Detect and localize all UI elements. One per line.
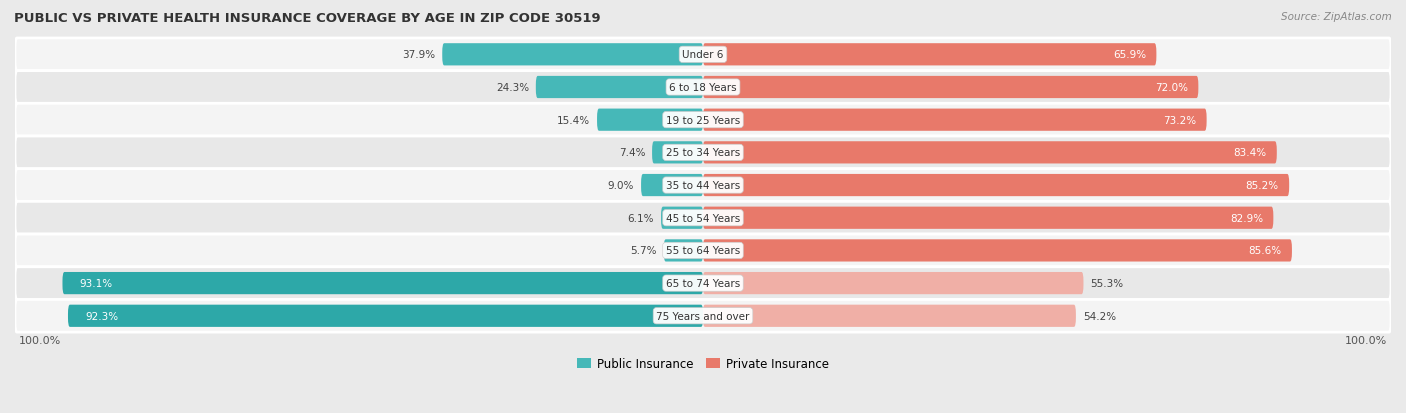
Text: 85.2%: 85.2% — [1246, 180, 1279, 190]
FancyBboxPatch shape — [661, 207, 703, 229]
FancyBboxPatch shape — [703, 207, 1274, 229]
FancyBboxPatch shape — [443, 44, 703, 66]
FancyBboxPatch shape — [15, 267, 1391, 300]
Text: 82.9%: 82.9% — [1230, 213, 1263, 223]
FancyBboxPatch shape — [652, 142, 703, 164]
Text: 15.4%: 15.4% — [557, 115, 591, 126]
FancyBboxPatch shape — [15, 104, 1391, 137]
Text: 85.6%: 85.6% — [1249, 246, 1282, 256]
Text: 75 Years and over: 75 Years and over — [657, 311, 749, 321]
FancyBboxPatch shape — [15, 137, 1391, 169]
Text: 100.0%: 100.0% — [1346, 336, 1388, 346]
Text: 55 to 64 Years: 55 to 64 Years — [666, 246, 740, 256]
FancyBboxPatch shape — [703, 305, 1076, 327]
Text: 6.1%: 6.1% — [627, 213, 654, 223]
FancyBboxPatch shape — [703, 44, 1156, 66]
FancyBboxPatch shape — [703, 272, 1084, 294]
FancyBboxPatch shape — [15, 169, 1391, 202]
Text: 24.3%: 24.3% — [496, 83, 529, 93]
FancyBboxPatch shape — [536, 77, 703, 99]
FancyBboxPatch shape — [703, 240, 1292, 262]
Text: 19 to 25 Years: 19 to 25 Years — [666, 115, 740, 126]
Text: 65 to 74 Years: 65 to 74 Years — [666, 278, 740, 288]
Text: 7.4%: 7.4% — [619, 148, 645, 158]
Text: 9.0%: 9.0% — [607, 180, 634, 190]
FancyBboxPatch shape — [641, 175, 703, 197]
FancyBboxPatch shape — [703, 109, 1206, 131]
FancyBboxPatch shape — [703, 142, 1277, 164]
FancyBboxPatch shape — [664, 240, 703, 262]
FancyBboxPatch shape — [67, 305, 703, 327]
FancyBboxPatch shape — [62, 272, 703, 294]
Text: 65.9%: 65.9% — [1114, 50, 1146, 60]
Text: 92.3%: 92.3% — [86, 311, 118, 321]
Text: 54.2%: 54.2% — [1083, 311, 1116, 321]
Text: 72.0%: 72.0% — [1156, 83, 1188, 93]
Text: 25 to 34 Years: 25 to 34 Years — [666, 148, 740, 158]
Text: Under 6: Under 6 — [682, 50, 724, 60]
Text: 45 to 54 Years: 45 to 54 Years — [666, 213, 740, 223]
FancyBboxPatch shape — [598, 109, 703, 131]
FancyBboxPatch shape — [15, 300, 1391, 332]
Text: 6 to 18 Years: 6 to 18 Years — [669, 83, 737, 93]
Text: 55.3%: 55.3% — [1090, 278, 1123, 288]
Text: PUBLIC VS PRIVATE HEALTH INSURANCE COVERAGE BY AGE IN ZIP CODE 30519: PUBLIC VS PRIVATE HEALTH INSURANCE COVER… — [14, 12, 600, 25]
FancyBboxPatch shape — [703, 77, 1198, 99]
Legend: Public Insurance, Private Insurance: Public Insurance, Private Insurance — [572, 352, 834, 375]
Text: 37.9%: 37.9% — [402, 50, 436, 60]
Text: 93.1%: 93.1% — [80, 278, 112, 288]
FancyBboxPatch shape — [15, 202, 1391, 235]
FancyBboxPatch shape — [15, 39, 1391, 71]
Text: 100.0%: 100.0% — [18, 336, 60, 346]
FancyBboxPatch shape — [15, 235, 1391, 267]
Text: 5.7%: 5.7% — [630, 246, 657, 256]
Text: 73.2%: 73.2% — [1163, 115, 1197, 126]
Text: 35 to 44 Years: 35 to 44 Years — [666, 180, 740, 190]
Text: 83.4%: 83.4% — [1233, 148, 1267, 158]
FancyBboxPatch shape — [703, 175, 1289, 197]
FancyBboxPatch shape — [15, 71, 1391, 104]
Text: Source: ZipAtlas.com: Source: ZipAtlas.com — [1281, 12, 1392, 22]
